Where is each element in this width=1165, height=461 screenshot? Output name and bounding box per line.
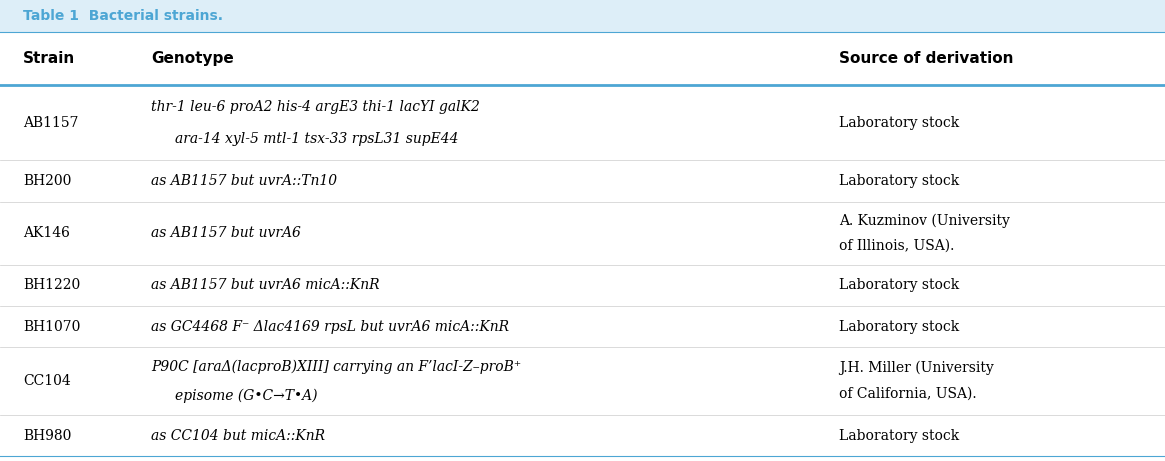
Text: CC104: CC104 [23, 374, 71, 388]
Text: AB1157: AB1157 [23, 116, 79, 130]
Text: episome (G•C→T•A): episome (G•C→T•A) [175, 388, 317, 402]
Text: as CC104 but micA::KnR: as CC104 but micA::KnR [151, 429, 325, 443]
Text: P90C [araΔ(lacproB)XIII] carrying an F’lacI-Z–proB⁺: P90C [araΔ(lacproB)XIII] carrying an F’l… [151, 360, 522, 374]
Text: as AB1157 but uvrA6 micA::KnR: as AB1157 but uvrA6 micA::KnR [151, 278, 380, 292]
Text: of Illinois, USA).: of Illinois, USA). [839, 238, 954, 252]
Text: BH1070: BH1070 [23, 319, 80, 334]
Text: BH980: BH980 [23, 429, 72, 443]
Text: A. Kuzminov (University: A. Kuzminov (University [839, 214, 1010, 229]
Text: Table 1  Bacterial strains.: Table 1 Bacterial strains. [23, 9, 224, 23]
Text: Laboratory stock: Laboratory stock [839, 116, 959, 130]
Text: Laboratory stock: Laboratory stock [839, 319, 959, 334]
Text: of California, USA).: of California, USA). [839, 387, 976, 401]
Text: thr-1 leu-6 proA2 his-4 argE3 thi-1 lacYI galK2: thr-1 leu-6 proA2 his-4 argE3 thi-1 lacY… [151, 100, 480, 114]
Text: Laboratory stock: Laboratory stock [839, 278, 959, 292]
Text: as GC4468 F⁻ Δlac4169 rpsL but uvrA6 micA::KnR: as GC4468 F⁻ Δlac4169 rpsL but uvrA6 mic… [151, 319, 509, 334]
Text: BH200: BH200 [23, 174, 72, 188]
Text: ara-14 xyl-5 mtl-1 tsx-33 rpsL31 supE44: ara-14 xyl-5 mtl-1 tsx-33 rpsL31 supE44 [175, 132, 458, 146]
Text: J.H. Miller (University: J.H. Miller (University [839, 361, 994, 376]
Bar [0, 0, 1165, 32]
Text: AK146: AK146 [23, 226, 70, 240]
Text: Genotype: Genotype [151, 51, 234, 66]
Text: Source of derivation: Source of derivation [839, 51, 1014, 66]
Text: as AB1157 but uvrA::Tn10: as AB1157 but uvrA::Tn10 [151, 174, 338, 188]
Text: BH1220: BH1220 [23, 278, 80, 292]
Text: Laboratory stock: Laboratory stock [839, 174, 959, 188]
Text: Laboratory stock: Laboratory stock [839, 429, 959, 443]
Text: as AB1157 but uvrA6: as AB1157 but uvrA6 [151, 226, 302, 240]
Text: Strain: Strain [23, 51, 76, 66]
